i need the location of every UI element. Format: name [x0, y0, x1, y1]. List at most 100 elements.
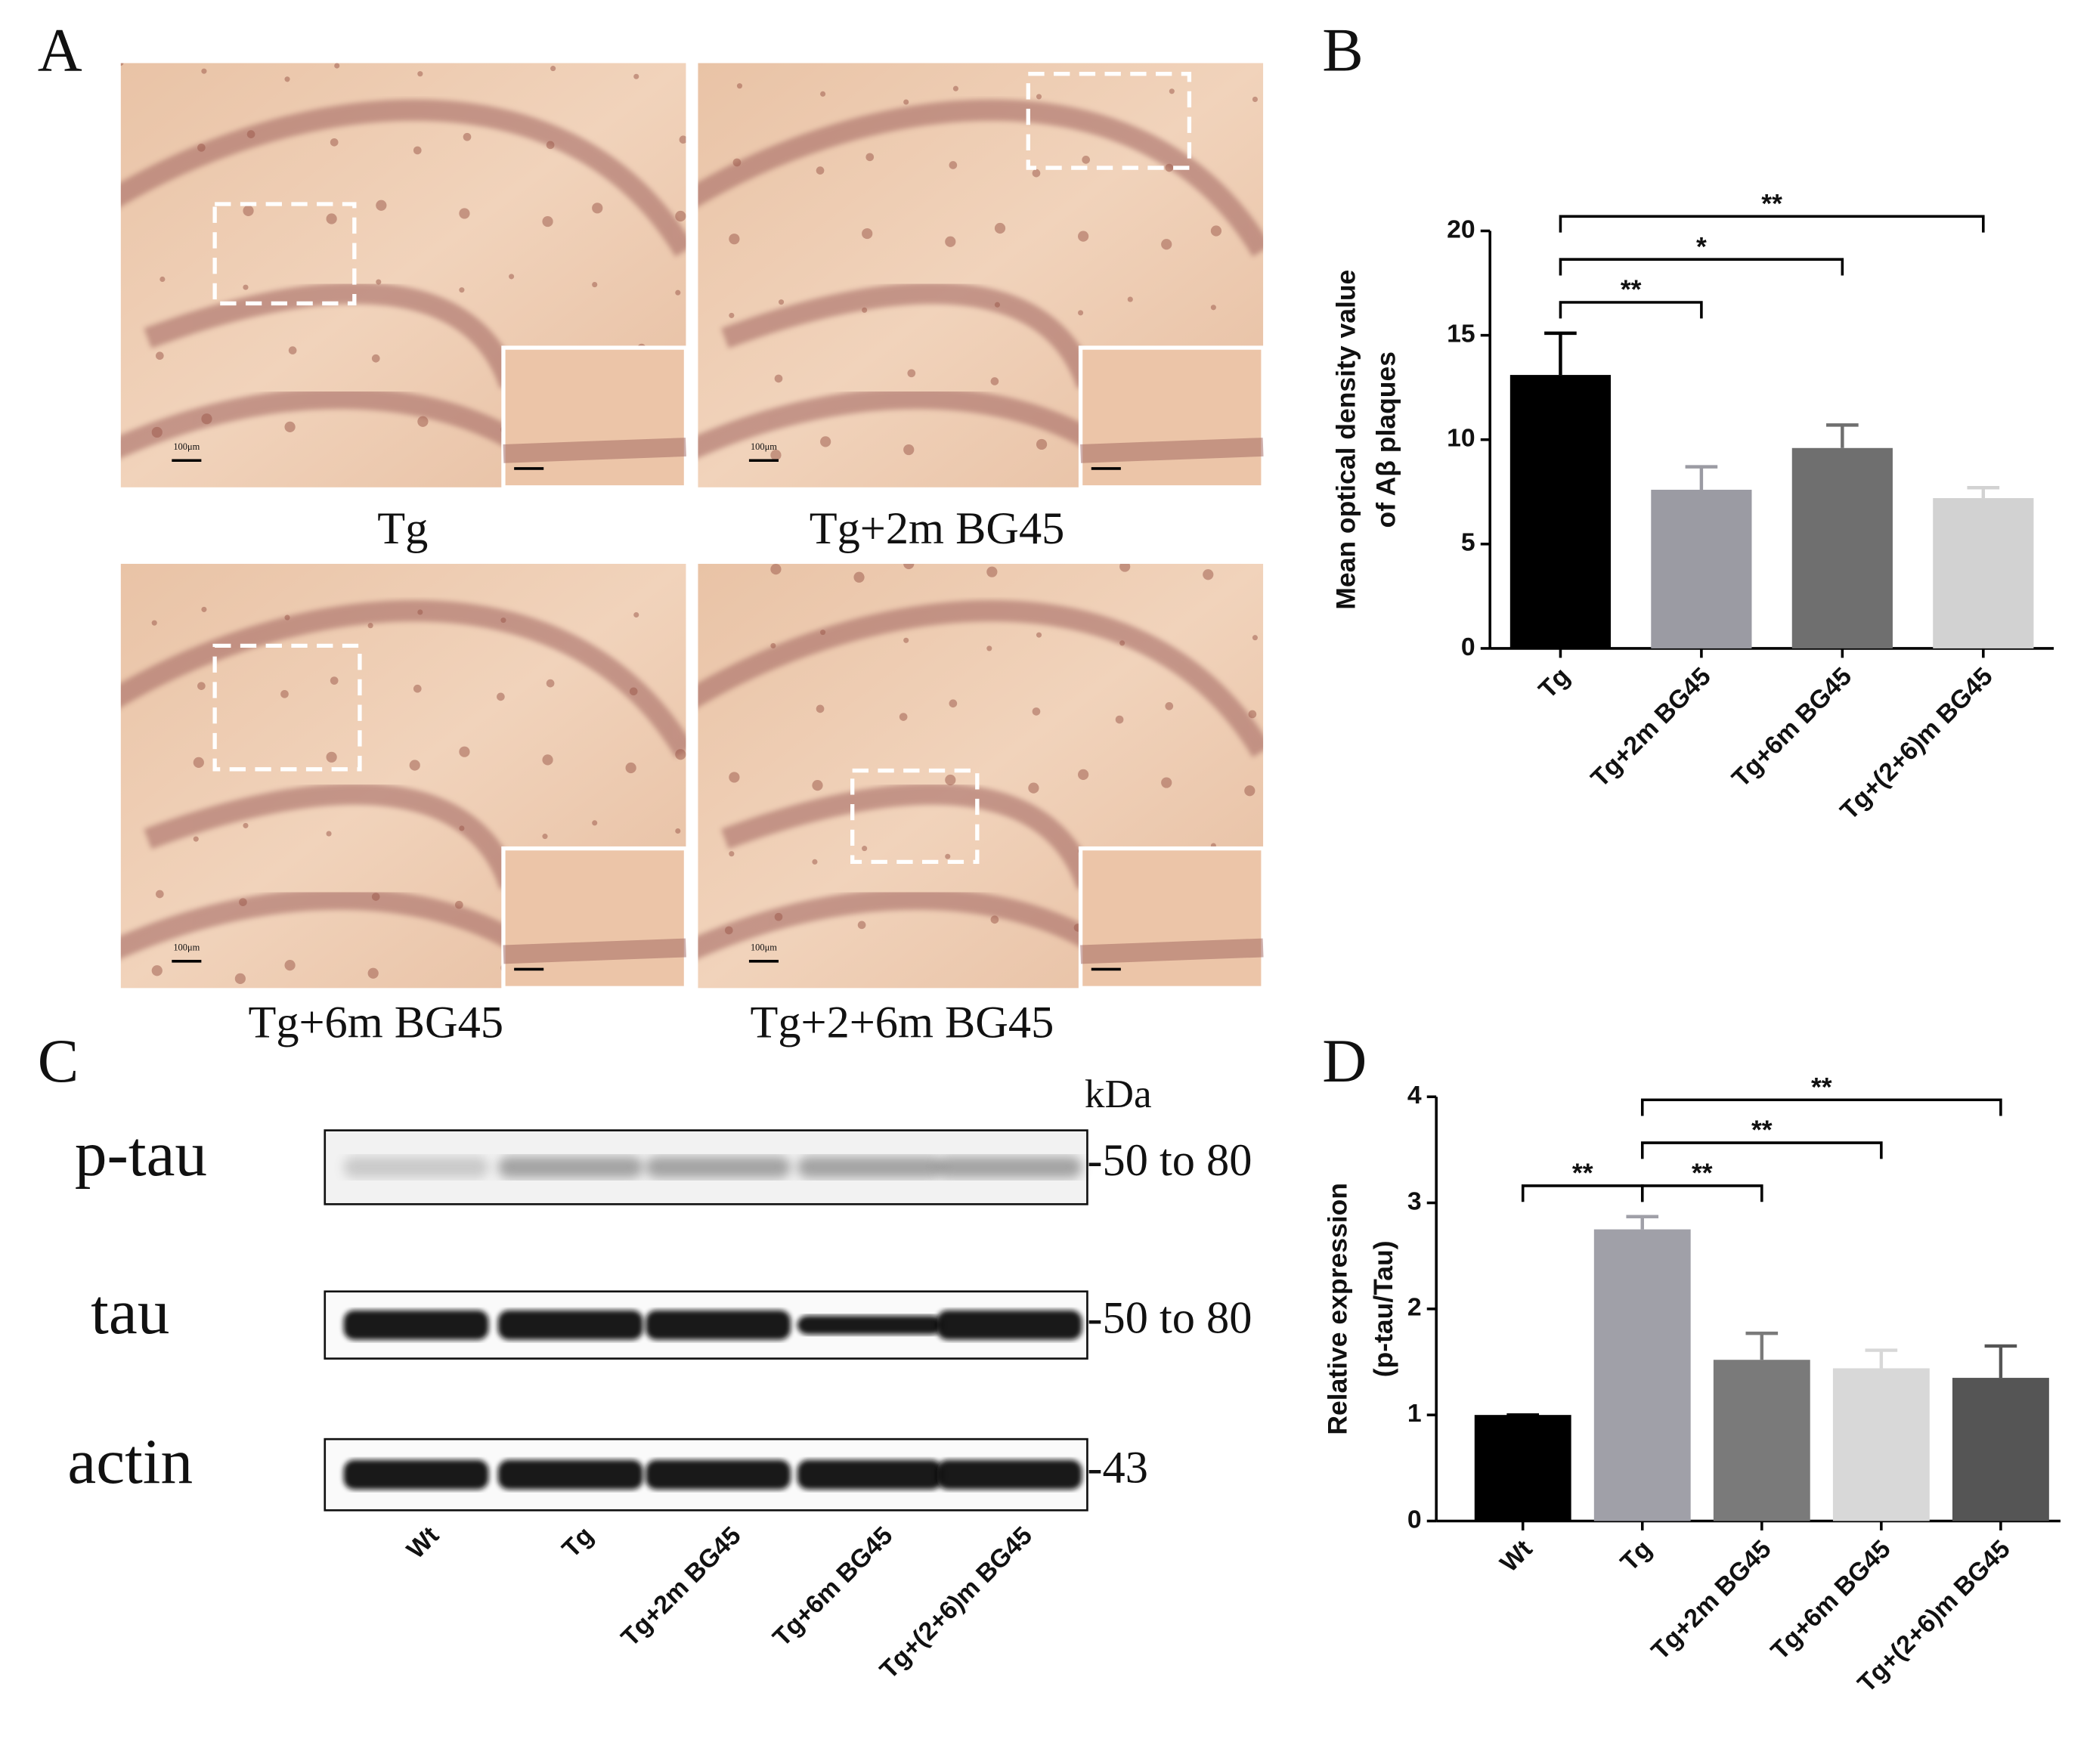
y-axis-label: Relative expression	[1323, 1183, 1353, 1435]
cell	[945, 774, 956, 786]
cell	[367, 967, 379, 979]
cell	[197, 144, 206, 152]
cell	[770, 564, 782, 575]
cell	[326, 751, 337, 763]
cell-layer	[144, 783, 521, 890]
cell	[120, 63, 124, 67]
cell	[903, 637, 909, 643]
cell	[853, 571, 865, 583]
cell	[1127, 296, 1133, 302]
significance-label: **	[1751, 1115, 1773, 1145]
bar	[1651, 490, 1752, 648]
cell	[679, 135, 686, 144]
panel-label: B	[1322, 15, 1363, 84]
caption: Tg	[377, 503, 428, 554]
significance-label: **	[1621, 274, 1642, 305]
roi-box	[1026, 72, 1192, 170]
cell	[500, 617, 506, 624]
cell	[986, 566, 998, 577]
cell	[945, 853, 951, 859]
cell	[155, 351, 164, 361]
micrograph: 100μm	[120, 564, 689, 990]
cell	[1165, 163, 1174, 172]
cell	[990, 377, 999, 385]
cell	[862, 846, 868, 852]
cell	[542, 215, 553, 227]
cell	[234, 973, 246, 984]
y-axis-label: Mean optical density value	[1330, 270, 1361, 610]
lane-label: Tg+(2+6)m BG45	[875, 1521, 1038, 1685]
significance-bracket	[1640, 1184, 1763, 1202]
cell	[413, 684, 422, 693]
y-tick-label: 5	[1461, 528, 1475, 557]
cell	[729, 312, 735, 318]
cell	[155, 890, 164, 899]
blot-band	[646, 1459, 791, 1490]
cell	[857, 921, 866, 930]
cell	[1078, 310, 1084, 316]
lane-label: Wt	[401, 1521, 444, 1564]
bar	[1474, 1415, 1571, 1521]
lane-label: Tg	[556, 1521, 599, 1564]
scale-label: 100μm	[173, 441, 200, 452]
bar	[1593, 1229, 1691, 1521]
blot-band	[497, 1459, 643, 1490]
cell	[1115, 715, 1124, 724]
cell	[246, 130, 255, 138]
lane-label: Tg+6m BG45	[767, 1521, 898, 1652]
cell	[417, 71, 423, 77]
cell	[1252, 96, 1258, 102]
cell	[243, 284, 249, 290]
x-tick-label: Tg	[1615, 1534, 1658, 1577]
cell	[193, 836, 199, 842]
inset	[501, 846, 689, 990]
cell	[417, 609, 423, 615]
blot-band	[937, 1156, 1082, 1178]
y-tick-label: 20	[1447, 215, 1475, 243]
x-tick-label: Tg+2m BG45	[1585, 662, 1716, 793]
cell	[284, 421, 296, 432]
scale-label: 100μm	[751, 942, 777, 953]
cell	[633, 73, 639, 79]
cell	[945, 236, 956, 247]
cell	[770, 450, 782, 461]
cell	[862, 307, 868, 313]
caption: Tg+2m BG45	[810, 503, 1065, 554]
blot-band	[937, 1310, 1082, 1340]
bar	[1791, 447, 1893, 648]
cell	[497, 692, 505, 701]
cell	[550, 66, 556, 72]
cell	[816, 166, 825, 175]
inset	[501, 345, 689, 490]
cell	[903, 99, 909, 105]
cell	[243, 205, 254, 216]
y-tick-label: 0	[1461, 633, 1475, 661]
significance-label: **	[1761, 189, 1782, 219]
blot-band	[497, 1156, 643, 1178]
cell	[774, 374, 783, 383]
cell	[736, 83, 743, 89]
y-axis-label: of Aβ plaques	[1371, 351, 1401, 528]
cell	[1078, 769, 1089, 781]
cell	[1252, 635, 1258, 641]
cell	[1028, 782, 1039, 794]
panel-label: A	[38, 15, 82, 84]
y-tick-label: 2	[1407, 1293, 1422, 1322]
inset	[1078, 345, 1265, 490]
cell	[729, 851, 735, 857]
cell-layer	[144, 282, 521, 389]
cell	[820, 436, 831, 447]
cell	[812, 859, 818, 865]
cell	[151, 965, 163, 976]
cell	[201, 68, 207, 74]
cell	[455, 900, 463, 909]
cell-layer	[120, 99, 686, 257]
cell	[542, 834, 548, 840]
roi-box	[212, 643, 362, 772]
significance-bracket	[1559, 258, 1844, 276]
cell-layer	[698, 599, 1264, 758]
x-tick-label: Wt	[1494, 1534, 1537, 1577]
blot-size: -43	[1087, 1443, 1147, 1493]
significance-bracket	[1559, 301, 1703, 319]
